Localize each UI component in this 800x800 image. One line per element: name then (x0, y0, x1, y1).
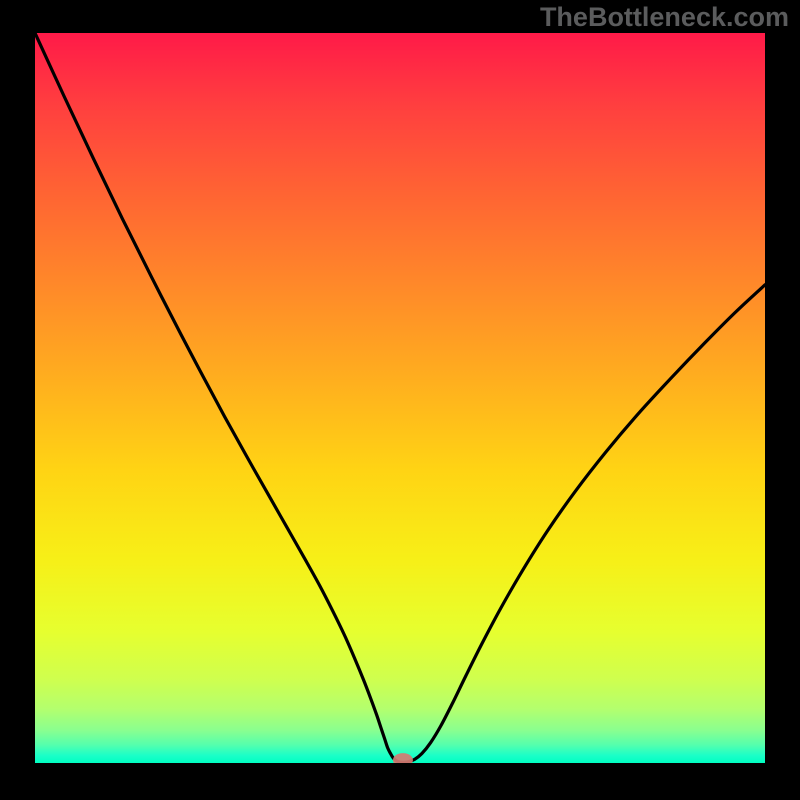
plot-gradient-background (35, 33, 765, 763)
bottleneck-chart (0, 0, 800, 800)
